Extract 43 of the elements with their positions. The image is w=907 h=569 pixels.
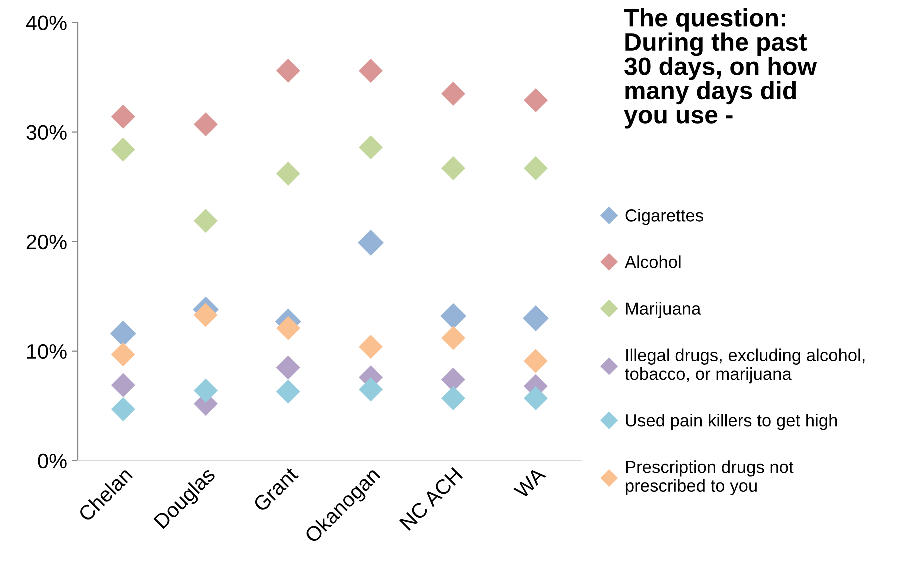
point [194,112,218,137]
point [440,303,466,330]
point [276,380,300,404]
point [524,156,548,180]
point [111,104,136,129]
y-tick-label: 10% [27,344,67,360]
point [111,397,136,422]
point [276,356,300,380]
legend-label: Marijuana [626,302,702,318]
point [111,138,136,162]
legend-label: Used pain killers to get high [626,414,838,430]
legend-label: Prescription drugs not prescribed to you [626,460,794,496]
y-tick-label: 30% [26,125,67,140]
text: The question: During the past 30 days, on how many days did you use - [624,8,818,129]
point [358,334,383,360]
point [194,303,218,328]
point [441,156,466,180]
legend-label: Cigarettes [626,209,704,226]
point [111,342,136,367]
point [358,378,383,402]
point [523,306,549,332]
legend-label: Alcohol [624,256,681,268]
point [194,378,218,403]
point [276,162,300,186]
point [358,58,383,83]
point [110,320,136,347]
y-tick-label: 20% [26,234,67,250]
point [441,326,466,350]
y-tick-label: 0% [38,454,67,469]
x-tick-label: WA [513,466,547,500]
point [358,230,384,256]
point [276,316,300,340]
legend-label: Illegal drugs, excluding alcohol, tobacco, or marijuana [625,348,865,384]
point [276,58,300,83]
point [358,136,383,160]
point [111,373,136,398]
point [441,386,466,410]
point [194,208,218,234]
point [441,82,466,106]
point [524,88,548,113]
point [524,349,548,374]
y-tick-label: 40% [26,16,67,31]
point [524,386,548,410]
